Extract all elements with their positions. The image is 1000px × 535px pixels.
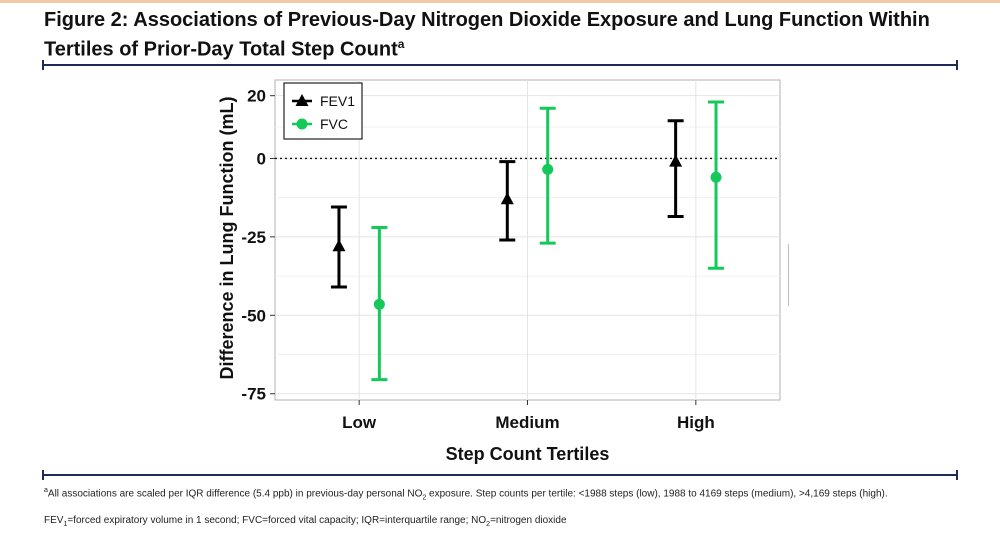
data-point-circle [710,171,722,183]
data-point-triangle [332,239,346,252]
data-point-circle [542,163,554,175]
data-point-circle [373,298,385,310]
x-tick-label: Medium [495,413,559,432]
point-fvc-medium [539,106,556,245]
x-tick-label: High [677,413,715,432]
legend-label: FEV1 [320,93,355,109]
y-axis-title: Difference in Lung Function (mL) [217,97,237,380]
data-point-triangle [500,192,514,205]
y-tick-label: -50 [241,306,266,325]
y-tick-label: 20 [247,87,266,106]
chart: 20 0 -25 -50 -75 Low Medium High Step Count Tert… [217,79,781,464]
footnote-2: FEV1=forced expiratory volume in 1 secon… [44,514,964,531]
scroll-indicator [788,244,789,306]
figure-title-superscript: a [397,37,405,51]
x-axis-title: Step Count Tertiles [446,444,610,464]
legend-box [283,82,363,140]
y-tick-label: -75 [241,385,266,404]
legend-marker-triangle [295,94,309,106]
plot-area: 20 0 -25 -50 -75 Low Medium High Step Count Tert… [217,79,781,464]
top-divider [42,60,958,70]
footnote-2-text-a: FEV [44,515,64,526]
figure-title-line-2: Tertiles of Prior-Day Total Step Counta [44,32,974,62]
legend-label: FVC [320,116,348,132]
footnote-1-sub: 2 [422,494,427,502]
legend: FEV1 FVC [283,82,363,140]
data-point-triangle [669,154,683,167]
top-accent-strip [0,0,1000,3]
footnote-2-text-c: =nitrogen dioxide [490,515,567,526]
legend-item-fev1: FEV1 [292,93,355,109]
footnote-1: aAll associations are scaled per IQR dif… [44,484,964,504]
figure-title-line-2-text: Tertiles of Prior-Day Total Step Count [44,38,398,61]
point-fvc-high [708,100,725,270]
footnote-1-text-a: All associations are scaled per IQR diff… [47,488,423,500]
figure-title: Figure 2: Associations of Previous-Day N… [44,8,974,62]
y-tick-label: 0 [257,149,266,168]
series-fev1 [330,119,684,289]
footnote-1-text-b: exposure. Step counts per tertile: <1988… [426,488,888,500]
legend-item-fvc: FVC [292,116,348,132]
y-tick-label: -25 [241,228,266,247]
footnote-2-sub-a: 1 [63,521,68,528]
figure-title-line-1: Figure 2: Associations of Previous-Day N… [44,9,930,31]
footnote-1-mark: a [44,487,48,494]
point-fev1-medium [499,160,516,242]
footnote-2-sub-b: 2 [486,521,491,528]
point-fev1-low [330,205,347,289]
x-tick-label: Low [342,413,377,432]
point-fev1-high [667,119,684,218]
footnote-2-text-b: =forced expiratory volume in 1 second; F… [67,515,487,526]
point-fvc-low [371,225,388,382]
legend-marker-circle [296,118,308,130]
bottom-divider [42,470,958,480]
series-fvc [371,100,725,382]
